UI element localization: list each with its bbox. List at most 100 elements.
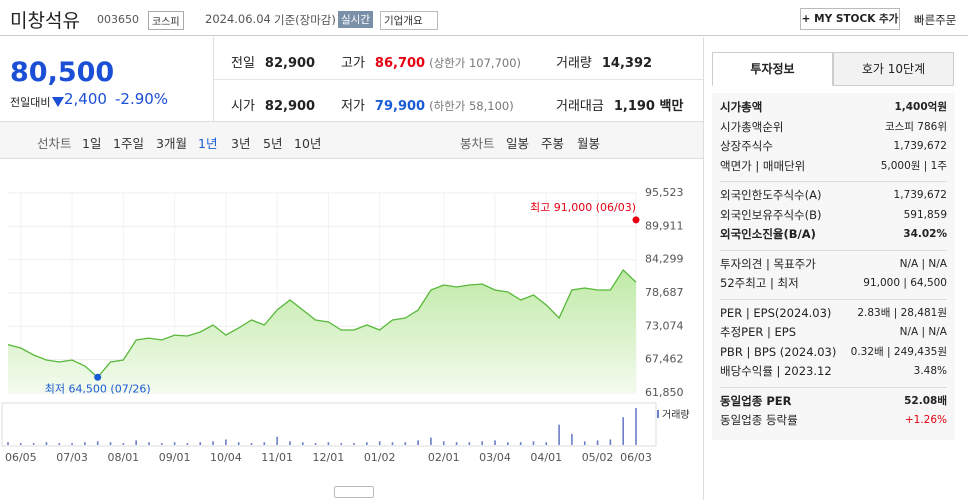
period-tab[interactable]: 3개월 (156, 136, 187, 151)
invest-label: 동일업종 등락률 (720, 413, 798, 427)
invest-value: 591,859 (903, 208, 947, 221)
invest-panel: 시가총액 1,400억원 시가총액순위 코스피 786위 상장주식수 1,739,672 액… (712, 93, 955, 440)
invest-value: 34.02% (903, 228, 947, 240)
overview-dropdown[interactable]: 기업개요 (380, 11, 438, 30)
invest-group: 외국인한도주식수(A) 1,739,672 외국인보유주식수(B) 591,859 외국… (720, 182, 947, 251)
invest-tab[interactable]: 호가 10단계 (833, 52, 954, 86)
tab-label: 봉차트 (460, 136, 495, 151)
quick-order[interactable]: 빠른주문 (914, 13, 957, 27)
invest-row: 외국인한도주식수(A) 1,739,672 (720, 186, 947, 206)
x-tick-label: 12/01 (313, 451, 345, 464)
volume-bar (442, 441, 445, 445)
change-rate: -2.90% (115, 90, 169, 108)
volume-bar (622, 417, 624, 445)
stat: 시가 82,900 (231, 95, 315, 114)
invest-value: N/A | N/A (899, 257, 947, 270)
volume-bar (71, 443, 73, 445)
volume-bar (481, 441, 484, 445)
period-tab[interactable]: 3년 (231, 136, 251, 151)
volume-bar (353, 443, 355, 445)
invest-row: 시가총액순위 코스피 786위 (720, 118, 947, 138)
invest-value: +1.26% (904, 414, 947, 426)
invest-label: PBR | BPS (2024.03) (720, 344, 837, 359)
mystock-button[interactable]: + MY STOCK 추가 (800, 8, 900, 30)
invest-tab[interactable]: 투자정보 (712, 52, 833, 86)
volume-frame (1, 402, 657, 447)
invest-label: 시가총액순위 (720, 119, 784, 134)
volume-bar (96, 441, 99, 445)
invest-row: 투자의견 | 목표주가 N/A | N/A (720, 255, 947, 275)
x-tick-label: 07/03 (56, 451, 88, 464)
invest-row: PBR | BPS (2024.03) 0.32배 | 249,435원 (720, 343, 947, 363)
change-label: 전일대비 (10, 96, 51, 109)
volume-bar (289, 441, 291, 445)
invest-row: 액면가 | 매매단위 5,000원 | 1주 (720, 157, 947, 177)
volume-bar (417, 440, 419, 445)
x-tick-label: 11/01 (261, 451, 293, 464)
x-tick-label: 04/01 (530, 451, 562, 464)
x-tick-label: 09/01 (159, 451, 191, 464)
x-tick-label: 08/01 (107, 451, 139, 464)
period-tab[interactable]: 10년 (294, 136, 322, 151)
volume-bar (237, 442, 240, 445)
quote: 80,500 전일대비 2,400 -2.90% (0, 37, 213, 121)
stat-label: 거래량 (556, 56, 592, 71)
period-tab[interactable]: 5년 (263, 136, 283, 151)
volume-bar (84, 442, 86, 445)
invest-label: 외국인보유주식수(B) (720, 207, 822, 222)
stat-label: 전일 (231, 56, 255, 71)
invest-value: N/A | N/A (899, 326, 947, 338)
price-line (7, 268, 637, 379)
x-tick-label: 02/01 (428, 451, 460, 464)
invest-value: 0.32배 | 249,435원 (850, 345, 947, 358)
stat-divider (214, 79, 704, 80)
candle-tab[interactable]: 주봉 (541, 136, 565, 151)
stat: 전일 82,900 (231, 52, 315, 71)
invest-row: 동일업종 PER 52.08배 (720, 392, 947, 412)
y-tick-label: 73,074 (645, 319, 684, 332)
invest-label: 시가총액 (720, 100, 763, 114)
x-tick-label: 01/02 (364, 451, 396, 464)
invest-label: 투자의견 | 목표주가 (720, 256, 816, 271)
y-tick-label: 78,687 (645, 286, 684, 299)
volume-bar (250, 443, 253, 445)
invest-value: 3.48% (913, 365, 947, 377)
candle-tab[interactable]: 일봉 (506, 136, 530, 151)
x-tick-label: 06/03 (620, 451, 652, 464)
price: 80,500 (10, 57, 115, 88)
volume-bar (583, 441, 586, 445)
invest-group: 동일업종 PER 52.08배 동일업종 등락률 +1.26% (720, 388, 947, 436)
volume-bar (32, 443, 35, 445)
invest-label: 52주최고 | 최저 (720, 276, 799, 290)
volume-bar (596, 440, 599, 445)
volume-bar (263, 442, 266, 445)
volume-bar (173, 442, 176, 445)
stat: 고가 86,700 (상한가 107,700) (341, 52, 521, 71)
invest-label: 액면가 | 매매단위 (720, 158, 806, 173)
stat: 거래대금 1,190 백만 (556, 95, 683, 114)
period-tab[interactable]: 1일 (82, 136, 102, 151)
invest-label: PER | EPS(2024.03) (720, 305, 832, 320)
volume-bar (532, 441, 535, 445)
fold-button[interactable] (334, 486, 374, 498)
volume-bar (276, 436, 278, 445)
volume-bar (327, 442, 330, 445)
invest-group: 시가총액 1,400억원 시가총액순위 코스피 786위 상장주식수 1,739,672 액… (720, 94, 947, 182)
candle-tab[interactable]: 월봉 (577, 136, 601, 151)
invest-row: 동일업종 등락률 +1.26% (720, 411, 947, 431)
stat-note: (하한가 58,100) (429, 99, 514, 113)
volume-bar (301, 442, 304, 445)
date: 2024.06.04 (205, 12, 271, 26)
period-tab[interactable]: 1년 (198, 136, 218, 151)
period-tab[interactable]: 1주일 (113, 136, 144, 151)
y-tick-label: 84,299 (645, 253, 684, 266)
volume-bar (45, 442, 48, 445)
invest-label: 외국인소진율(B/A) (720, 227, 816, 241)
y-tick-label: 95,523 (645, 186, 684, 199)
y-tick-label: 61,850 (645, 386, 684, 399)
invest-value: 코스피 786위 (884, 120, 947, 133)
realtime-badge[interactable]: 실시간 (338, 11, 373, 28)
x-tick-label: 05/02 (582, 451, 614, 464)
volume-bar (430, 437, 432, 445)
